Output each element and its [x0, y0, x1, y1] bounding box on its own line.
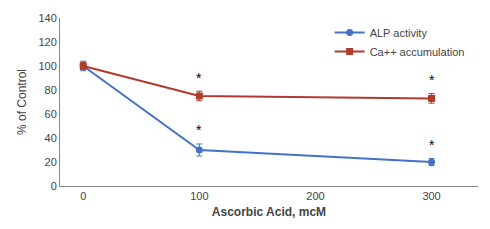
- svg-text:80: 80: [45, 84, 57, 96]
- svg-text:0: 0: [80, 190, 86, 202]
- svg-text:% of Control: % of Control: [15, 69, 29, 135]
- svg-text:Ascorbic Acid, mcM: Ascorbic Acid, mcM: [212, 205, 326, 219]
- svg-text:0: 0: [51, 180, 57, 192]
- svg-text:*: *: [196, 122, 202, 138]
- svg-text:*: *: [429, 72, 435, 88]
- svg-text:ALP activity: ALP activity: [370, 27, 428, 39]
- svg-text:100: 100: [38, 60, 56, 72]
- svg-text:20: 20: [45, 156, 57, 168]
- svg-text:Ca++ accumulation: Ca++ accumulation: [370, 46, 465, 58]
- svg-text:300: 300: [422, 190, 440, 202]
- svg-text:40: 40: [45, 132, 57, 144]
- svg-text:*: *: [196, 70, 202, 86]
- svg-text:120: 120: [38, 36, 56, 48]
- svg-text:*: *: [429, 137, 435, 153]
- svg-text:60: 60: [45, 108, 57, 120]
- svg-text:200: 200: [306, 190, 324, 202]
- svg-text:100: 100: [190, 190, 208, 202]
- svg-text:140: 140: [38, 12, 56, 24]
